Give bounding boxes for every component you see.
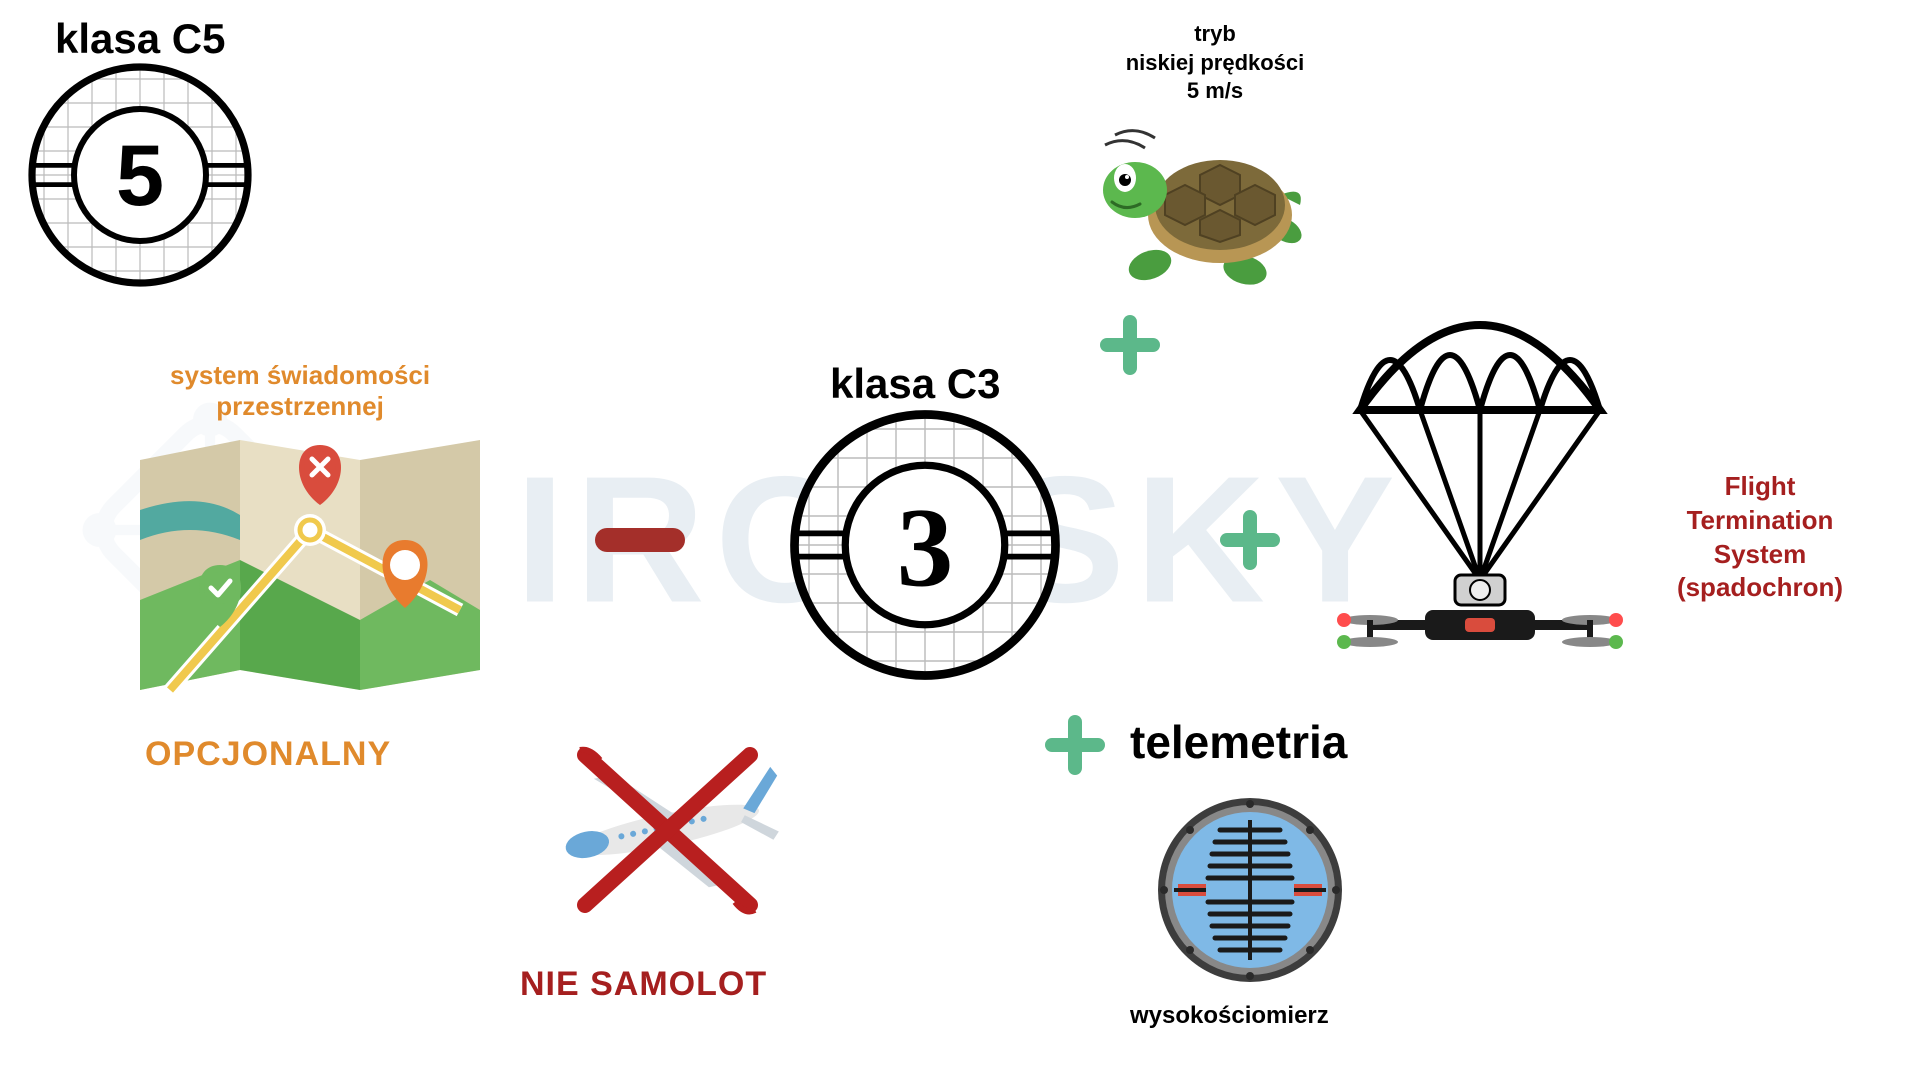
fts-line4: (spadochron) xyxy=(1640,571,1880,605)
fts-label: Flight Termination System (spadochron) xyxy=(1640,470,1880,605)
optional-label: OPCJONALNY xyxy=(145,735,391,774)
spatial-awareness-label: system świadomości przestrzennej xyxy=(170,360,430,422)
not-airplane-label: NIE SAMOLOT xyxy=(520,965,767,1004)
plus-icon-bottom xyxy=(1040,710,1110,780)
telemetry-label: telemetria xyxy=(1130,715,1347,769)
spatial-line2: przestrzennej xyxy=(170,391,430,422)
low-speed-label: tryb niskiej prędkości 5 m/s xyxy=(1085,20,1345,106)
low-speed-line3: 5 m/s xyxy=(1085,77,1345,106)
svg-text:5: 5 xyxy=(116,128,164,224)
low-speed-line2: niskiej prędkości xyxy=(1085,49,1345,78)
fts-line3: System xyxy=(1640,538,1880,572)
c5-badge-icon: 5 xyxy=(20,55,260,295)
plus-icon-right xyxy=(1215,505,1285,575)
svg-text:3: 3 xyxy=(897,486,954,611)
altimeter-icon xyxy=(1150,790,1350,990)
fts-line2: Termination xyxy=(1640,504,1880,538)
altimeter-label: wysokościomierz xyxy=(1130,1000,1329,1031)
map-icon xyxy=(120,420,500,710)
parachute-drone-icon xyxy=(1330,280,1630,690)
turtle-icon xyxy=(1090,110,1320,290)
airplane-crossed-icon xyxy=(530,720,800,930)
plus-icon-top xyxy=(1095,310,1165,380)
minus-icon xyxy=(590,520,690,560)
spatial-line1: system świadomości xyxy=(170,360,430,391)
low-speed-line1: tryb xyxy=(1085,20,1345,49)
fts-line1: Flight xyxy=(1640,470,1880,504)
c3-badge-icon: 3 xyxy=(780,400,1070,690)
